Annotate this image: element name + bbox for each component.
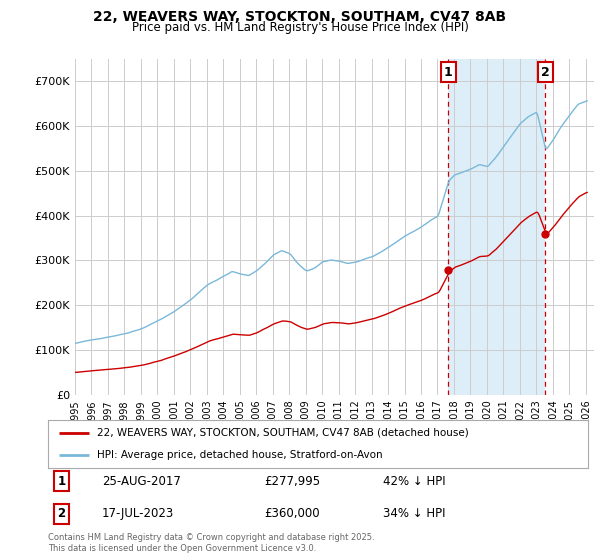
Text: Price paid vs. HM Land Registry's House Price Index (HPI): Price paid vs. HM Land Registry's House … [131, 21, 469, 34]
Text: £277,995: £277,995 [264, 475, 320, 488]
Text: 1: 1 [444, 66, 452, 78]
Text: 17-JUL-2023: 17-JUL-2023 [102, 507, 174, 520]
Text: 25-AUG-2017: 25-AUG-2017 [102, 475, 181, 488]
Text: 34% ↓ HPI: 34% ↓ HPI [383, 507, 445, 520]
Text: 22, WEAVERS WAY, STOCKTON, SOUTHAM, CV47 8AB: 22, WEAVERS WAY, STOCKTON, SOUTHAM, CV47… [94, 10, 506, 24]
Bar [448, 59, 545, 395]
Text: 1: 1 [58, 475, 65, 488]
Text: HPI: Average price, detached house, Stratford-on-Avon: HPI: Average price, detached house, Stra… [97, 450, 382, 460]
Text: 22, WEAVERS WAY, STOCKTON, SOUTHAM, CV47 8AB (detached house): 22, WEAVERS WAY, STOCKTON, SOUTHAM, CV47… [97, 428, 469, 438]
Text: 2: 2 [58, 507, 65, 520]
Text: £360,000: £360,000 [264, 507, 320, 520]
Text: 42% ↓ HPI: 42% ↓ HPI [383, 475, 445, 488]
Text: 2: 2 [541, 66, 550, 78]
Text: Contains HM Land Registry data © Crown copyright and database right 2025.
This d: Contains HM Land Registry data © Crown c… [48, 533, 374, 553]
